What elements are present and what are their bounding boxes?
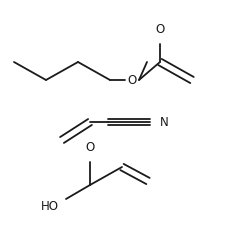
Text: N: N: [160, 115, 168, 128]
Text: O: O: [156, 23, 164, 36]
Text: O: O: [86, 141, 94, 154]
Text: O: O: [128, 74, 136, 87]
Text: HO: HO: [41, 199, 59, 213]
